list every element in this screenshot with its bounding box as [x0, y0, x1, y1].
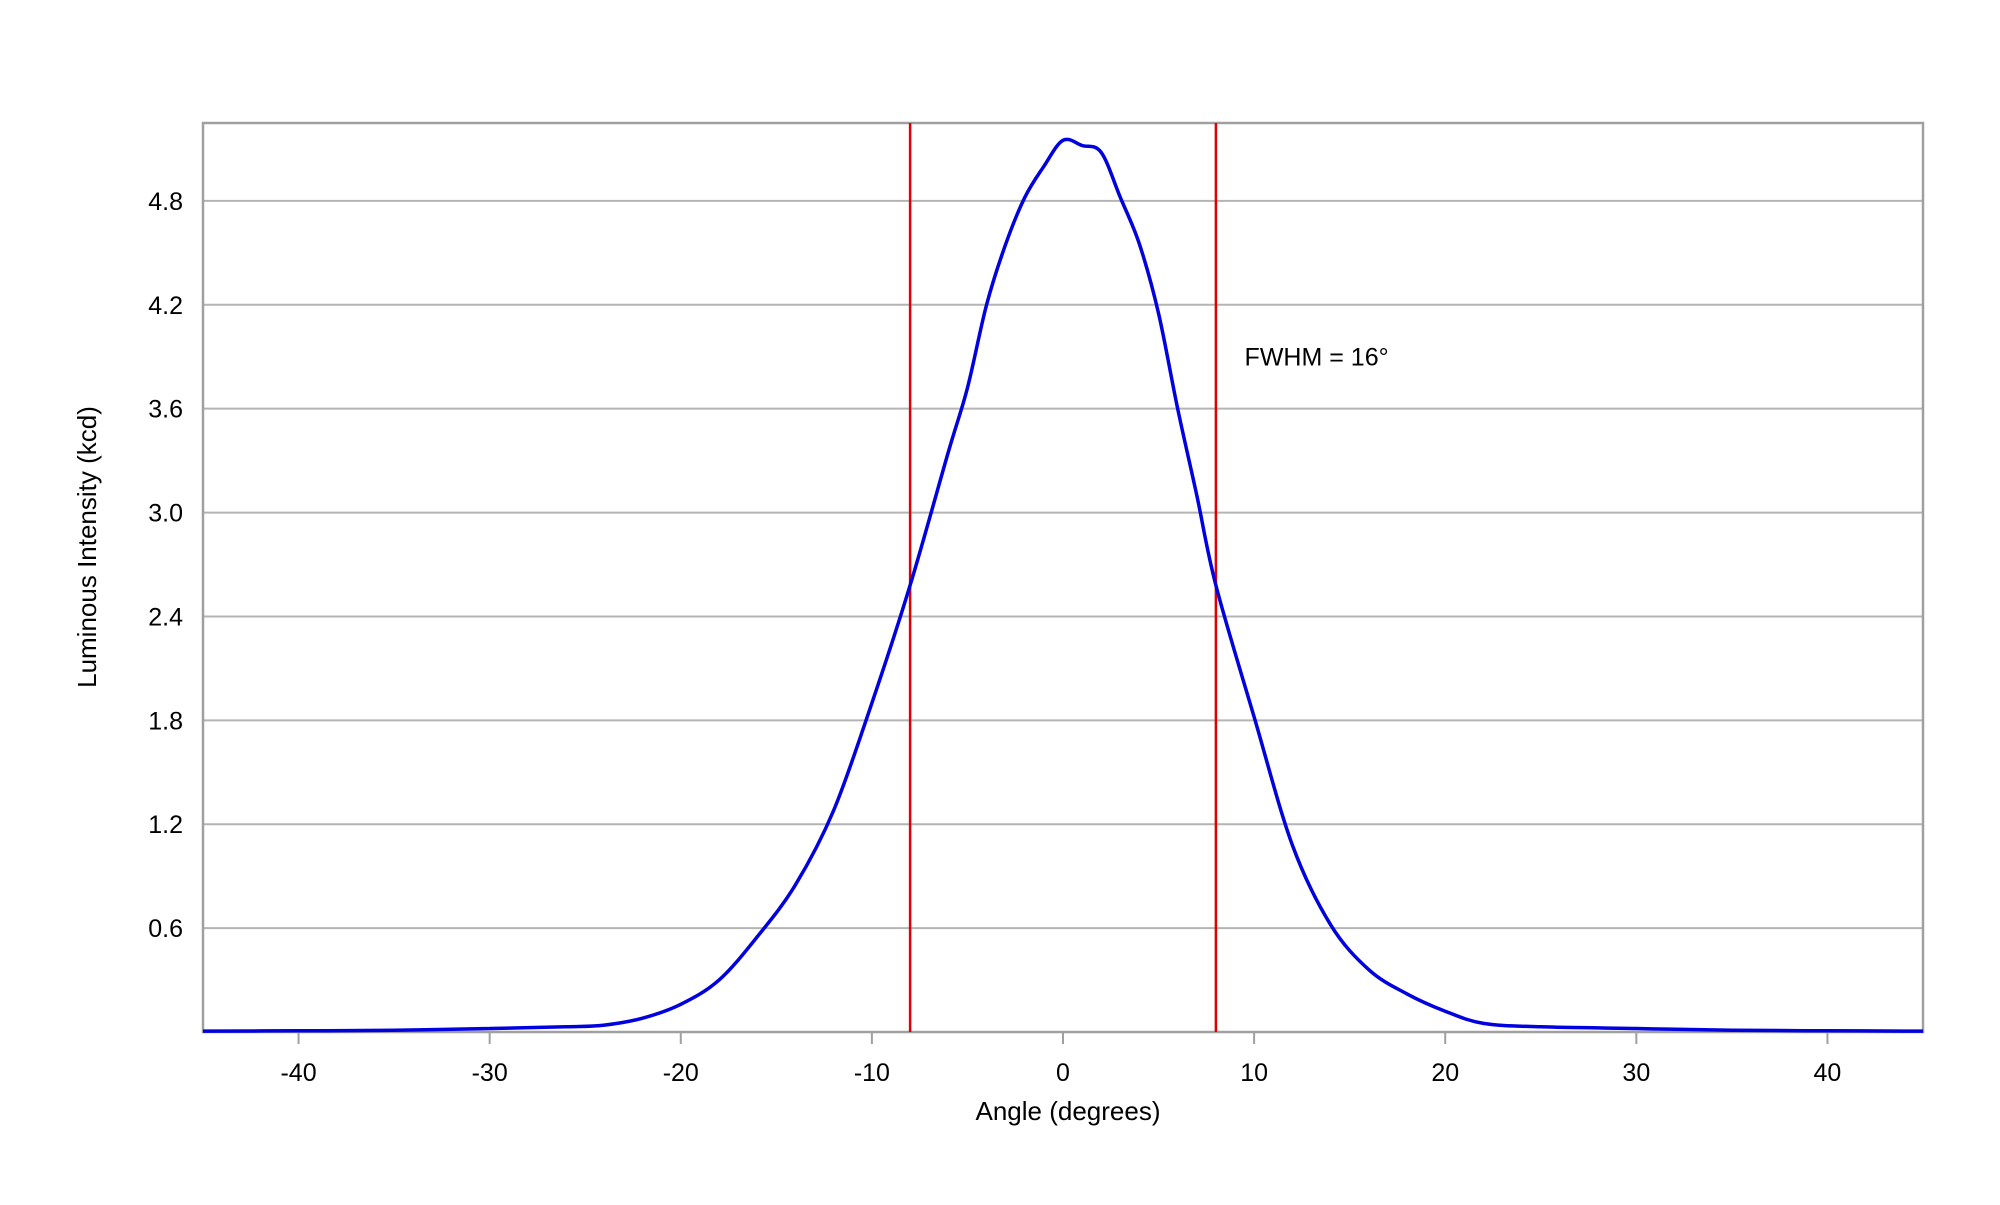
y-tick-label: 1.8 — [148, 707, 183, 735]
annotation-fwhm: FWHM = 16° — [1245, 344, 1389, 372]
y-axis-label: Luminous Intensity (kcd) — [72, 406, 102, 688]
series-line — [202, 137, 1924, 1033]
x-axis-label: Angle (degrees) — [976, 1096, 1161, 1126]
x-tick-label: 10 — [1240, 1059, 1268, 1087]
x-tick-label: -40 — [280, 1059, 316, 1087]
y-tick-label: 3.6 — [148, 396, 183, 424]
y-tick-label: 0.6 — [148, 915, 183, 943]
y-tick-label: 1.2 — [148, 811, 183, 839]
x-tick-label: -10 — [854, 1059, 890, 1087]
reference-lines — [908, 123, 1218, 1032]
x-tick-label: 30 — [1622, 1059, 1650, 1087]
plot-frame — [201, 121, 1925, 1034]
x-tick-label: -20 — [663, 1059, 699, 1087]
y-tick-label: 4.8 — [148, 188, 183, 216]
x-tick-label: 20 — [1431, 1059, 1459, 1087]
y-tick-label: 4.2 — [148, 292, 183, 320]
grid-lines — [203, 199, 1923, 930]
x-tick-label: 0 — [1056, 1059, 1070, 1087]
y-tick-label: 2.4 — [148, 603, 183, 631]
y-axis: 0.6 1.2 1.8 2.4 3.0 3.6 4.2 4.8 — [148, 188, 183, 943]
x-tick-label: -30 — [472, 1059, 508, 1087]
x-tick-label: 40 — [1814, 1059, 1842, 1087]
y-tick-label: 3.0 — [148, 500, 183, 528]
x-axis: -40 -30 -20 -10 0 10 20 30 40 — [280, 1032, 1841, 1087]
series-group — [202, 137, 1924, 1033]
